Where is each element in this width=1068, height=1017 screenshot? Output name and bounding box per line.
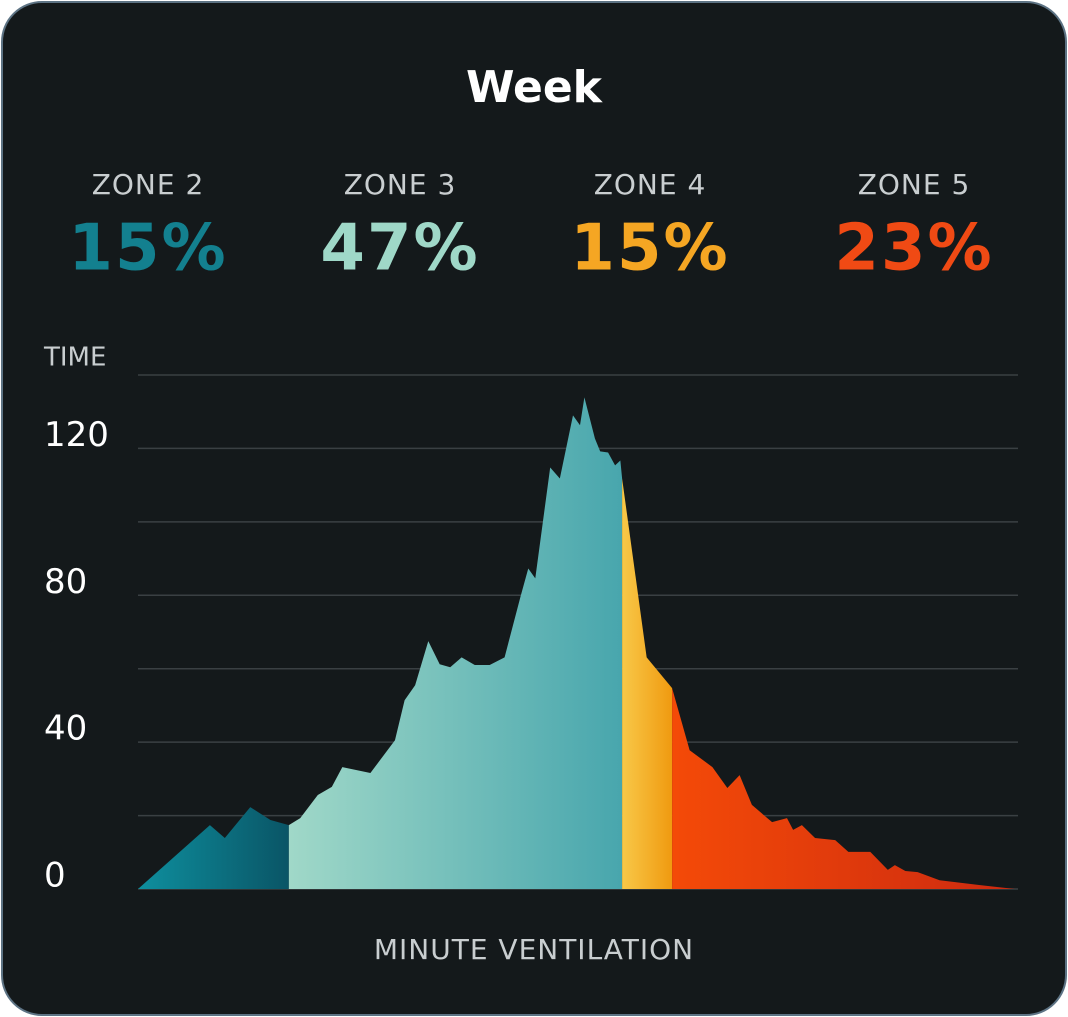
y-axis-label: TIME bbox=[43, 343, 106, 373]
zone-label: ZONE 4 bbox=[594, 168, 707, 201]
zone-label: ZONE 3 bbox=[344, 168, 457, 201]
y-tick-label: 0 bbox=[44, 856, 66, 896]
y-tick-label: 120 bbox=[44, 415, 109, 455]
zone-area bbox=[138, 807, 289, 889]
zone-percent: 23% bbox=[834, 212, 993, 286]
zone-area bbox=[288, 397, 623, 889]
zone-area bbox=[672, 688, 1015, 889]
chart-title: Week bbox=[466, 62, 604, 113]
y-tick-label: 40 bbox=[44, 709, 87, 749]
zone-label: ZONE 2 bbox=[92, 168, 205, 201]
zone-percent: 15% bbox=[570, 212, 729, 286]
zone-percent: 47% bbox=[320, 212, 479, 286]
zone-label: ZONE 5 bbox=[858, 168, 971, 201]
zone-area bbox=[622, 478, 673, 889]
x-axis-label: MINUTE VENTILATION bbox=[374, 933, 694, 966]
zone-percent: 15% bbox=[68, 212, 227, 286]
y-tick-label: 80 bbox=[44, 562, 87, 602]
